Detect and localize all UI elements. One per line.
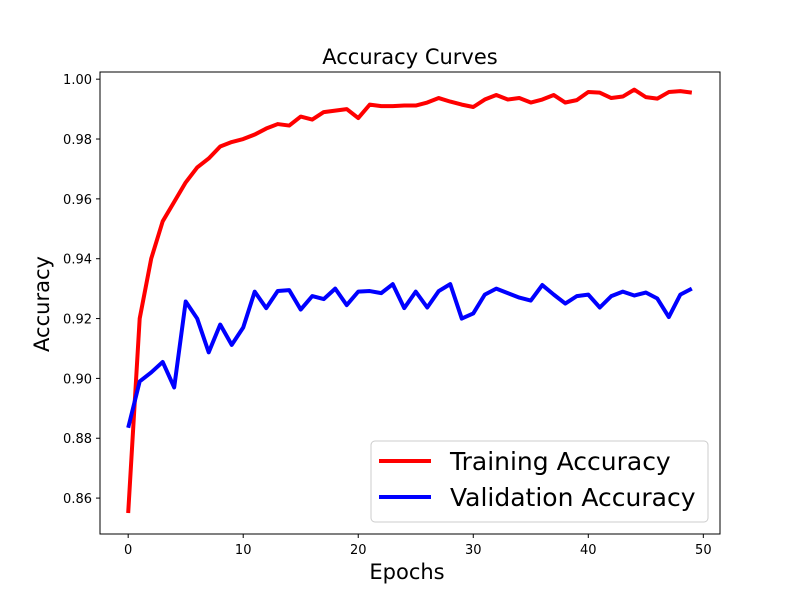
y-tick-label: 0.86 [63,492,92,507]
y-axis-label: Accuracy [30,256,54,352]
y-tick-label: 0.90 [63,372,92,387]
legend: Training Accuracy Validation Accuracy [370,440,709,523]
y-tick-label: 0.96 [63,193,92,208]
x-tick-label: 20 [350,543,367,558]
y-tick-label: 0.94 [63,253,92,268]
x-tick-label: 50 [695,543,712,558]
legend-label-training: Training Accuracy [449,447,671,476]
y-axis-ticks: 0.86 0.88 0.90 0.92 0.94 0.96 0.98 1.00 [63,73,100,507]
x-axis-ticks: 0 10 20 30 40 50 [124,534,712,558]
x-tick-label: 0 [124,543,132,558]
x-axis-label: Epochs [369,560,444,584]
chart-title: Accuracy Curves [322,45,497,69]
x-tick-label: 10 [235,543,252,558]
legend-label-validation: Validation Accuracy [450,483,696,512]
y-tick-label: 1.00 [63,73,92,88]
validation-accuracy-line [126,282,693,429]
y-tick-label: 0.92 [63,313,92,328]
y-tick-label: 0.88 [63,432,92,447]
x-tick-label: 40 [580,543,597,558]
legend-box [370,440,709,523]
y-tick-label: 0.98 [63,133,92,148]
x-tick-label: 30 [465,543,482,558]
plot-lines [126,87,693,514]
plot-frame [99,71,721,535]
training-accuracy-line [126,87,693,514]
